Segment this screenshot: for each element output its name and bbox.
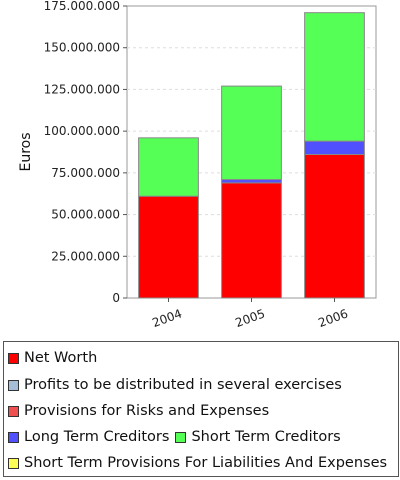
legend-row: Long Term Creditors Short Term Creditors [8,426,347,448]
legend-swatch [175,431,187,443]
chart-area: 0 25.000.000 50.000.000 75.000.000 100.000.0… [18,0,377,330]
bars [138,12,365,299]
y-tick-label: 50.000.000 [51,208,120,222]
y-tick-label: 175.000.000 [44,0,120,13]
legend-label: Profits to be distributed in several exe… [24,377,342,393]
bar-segment [221,179,282,184]
bar-segment [138,137,199,197]
legend-item-short-term-provisions: Short Term Provisions For Liabilities An… [8,455,387,471]
y-tick-label: 150.000.000 [44,41,120,55]
bar-segment [304,12,365,142]
bar-segment [221,85,282,181]
legend-swatch [8,379,19,391]
legend-label: Short Term Creditors [191,429,341,445]
x-tick-label: 2006 [316,306,349,330]
legend-label: Long Term Creditors [24,429,170,445]
legend-swatch [8,352,19,364]
y-axis-ticks: 0 25.000.000 50.000.000 75.000.000 100.000.0… [44,0,127,305]
legend-item-provisions: Provisions for Risks and Expenses [8,403,269,419]
legend-label: Net Worth [24,350,98,366]
y-tick-label: 75.000.000 [51,166,120,180]
bar-segment [304,154,365,299]
stacked-bar-chart: 0 25.000.000 50.000.000 75.000.000 100.000.0… [18,0,377,330]
y-tick-label: 0 [112,291,120,305]
x-tick-label: 2005 [233,306,266,330]
legend-swatch [8,431,19,443]
legend-item-net-worth: Net Worth [8,350,97,366]
legend-swatch [8,405,19,417]
legend-label: Short Term Provisions For Liabilities An… [24,455,388,471]
bar-segment [304,140,365,156]
legend-label: Provisions for Risks and Expenses [24,403,270,419]
legend-row: Profits to be distributed in several exe… [8,374,348,396]
legend-row: Provisions for Risks and Expenses [8,400,275,422]
y-tick-label: 125.000.000 [44,82,120,96]
legend-row: Net Worth [8,347,103,369]
bar-segment [138,195,199,299]
legend-row: Short Term Provisions For Liabilities An… [8,452,393,474]
x-tick-label: 2004 [150,306,183,330]
chart-legend: Net Worth Profits to be distributed in s… [3,341,399,477]
y-tick-label: 100.000.000 [44,124,120,138]
legend-swatch [8,457,19,469]
y-axis-label: Euros [18,132,34,171]
x-axis-ticks: 2004 2005 2006 [150,298,350,330]
y-tick-label: 25.000.000 [51,249,120,263]
legend-item-short-term-creditors: Short Term Creditors [175,429,341,445]
bar-segment [221,182,282,299]
legend-item-long-term-creditors: Long Term Creditors [8,429,169,445]
legend-item-profits: Profits to be distributed in several exe… [8,377,342,393]
